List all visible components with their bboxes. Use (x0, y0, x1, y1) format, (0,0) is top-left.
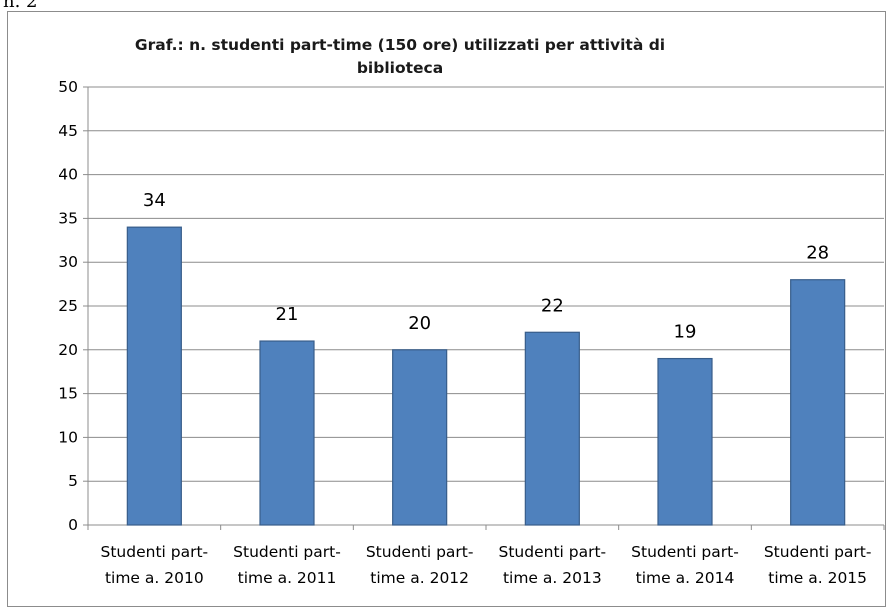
x-category-label: time a. 2011 (238, 569, 337, 587)
y-tick-label: 25 (58, 297, 78, 315)
x-category-label: Studenti part- (764, 543, 872, 561)
y-tick-label: 5 (68, 472, 78, 490)
data-label: 21 (276, 304, 299, 325)
y-tick-label: 20 (58, 341, 78, 359)
bars (126, 226, 846, 526)
data-label: 22 (541, 295, 564, 316)
y-tick-label: 35 (58, 209, 78, 227)
bar (126, 226, 182, 526)
x-category-label: Studenti part- (233, 543, 341, 561)
x-category-label: time a. 2015 (768, 569, 867, 587)
data-labels: 34 21 20 22 19 28 (143, 190, 829, 342)
data-label: 28 (806, 243, 829, 264)
y-tick-label: 0 (68, 516, 78, 534)
x-category-label: Studenti part- (499, 543, 607, 561)
y-tick-label: 30 (58, 253, 78, 271)
y-axis-ticks: 0 5 10 15 20 25 30 35 40 45 50 (58, 78, 88, 534)
chart-title-line-2: biblioteca (357, 59, 443, 77)
bar (259, 340, 315, 526)
y-tick-label: 15 (58, 385, 78, 403)
x-category-label: time a. 2013 (503, 569, 602, 587)
bar (657, 357, 713, 526)
y-tick-label: 40 (58, 166, 78, 184)
x-category-label: Studenti part- (631, 543, 739, 561)
x-category-label: time a. 2012 (370, 569, 469, 587)
x-category-label: Studenti part- (366, 543, 474, 561)
bar (790, 279, 846, 526)
y-tick-label: 45 (58, 122, 78, 140)
data-label: 20 (408, 313, 431, 334)
y-tick-label: 50 (58, 78, 78, 96)
bar (524, 331, 580, 526)
bar (392, 349, 448, 526)
data-label: 34 (143, 190, 166, 211)
data-label: 19 (674, 322, 697, 343)
x-category-label: time a. 2014 (636, 569, 735, 587)
x-category-label: time a. 2010 (105, 569, 204, 587)
chart-title-line-1: Graf.: n. studenti part-time (150 ore) u… (135, 36, 665, 54)
y-tick-label: 10 (58, 428, 78, 446)
gridlines (88, 86, 884, 482)
page-label: n. 2 (3, 0, 38, 12)
x-axis-ticks: Studenti part-time a. 2010 Studenti part-… (87, 525, 885, 587)
x-category-label: Studenti part- (101, 543, 209, 561)
